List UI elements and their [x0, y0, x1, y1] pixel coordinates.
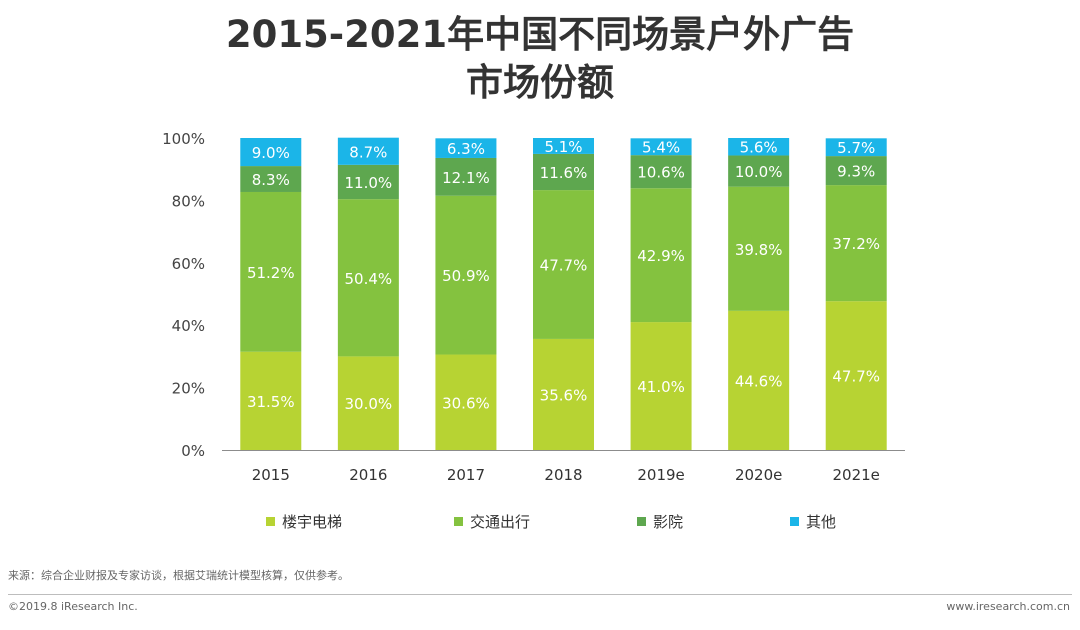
data-label: 9.3%: [837, 163, 875, 181]
x-tick-label: 2018: [544, 466, 582, 484]
bar-segment: [825, 301, 887, 450]
bar-segment: [728, 155, 790, 187]
bar-segment: [337, 356, 399, 450]
bar-segment: [240, 191, 302, 352]
x-tick-label: 2015: [252, 466, 290, 484]
data-label: 47.7%: [540, 257, 588, 275]
bar-segment: [728, 138, 790, 156]
bar-segment: [240, 351, 302, 450]
bar-segment: [533, 153, 594, 191]
y-tick-label: 60%: [172, 255, 205, 273]
legend-label: 影院: [653, 513, 683, 531]
x-tick-label: 2020e: [735, 466, 782, 484]
bar-segment: [728, 186, 790, 311]
data-label: 10.0%: [735, 163, 783, 181]
data-label: 6.3%: [447, 140, 485, 158]
data-label: 5.6%: [740, 139, 778, 157]
bar-segment: [337, 137, 399, 165]
stacked-bar-chart: 0% 20% 40% 60% 80% 100% 31.5% 51.2% 8.3% 9.0% 2015…: [162, 130, 905, 531]
website-link[interactable]: www.iresearch.com.cn: [946, 600, 1070, 613]
data-label: 51.2%: [247, 264, 295, 282]
data-label: 30.0%: [345, 395, 393, 413]
data-label: 50.4%: [345, 270, 393, 288]
data-label: 11.0%: [345, 174, 393, 192]
data-label: 11.6%: [540, 164, 588, 182]
data-label: 37.2%: [832, 235, 880, 253]
legend-label: 楼宇电梯: [282, 513, 342, 531]
bar-segment: [630, 188, 692, 323]
bar-segment: [825, 185, 887, 302]
data-label: 5.1%: [544, 138, 582, 156]
bar-segment: [435, 195, 497, 355]
copyright-text: ©2019.8 iResearch Inc.: [8, 600, 138, 613]
bar-segment: [240, 138, 302, 167]
data-label: 10.6%: [637, 164, 685, 182]
bar-segment: [630, 155, 692, 189]
y-tick-label: 0%: [181, 442, 205, 460]
bar-segment: [825, 138, 887, 157]
bar-segment: [435, 354, 497, 450]
chart-title-line-2: 市场份额: [466, 61, 614, 104]
source-note: 来源：综合企业财报及专家访谈，根据艾瑞统计模型核算，仅供参考。: [8, 569, 349, 582]
data-label: 8.7%: [349, 143, 387, 161]
x-tick-label: 2016: [349, 466, 387, 484]
legend-swatch: [637, 517, 646, 526]
bar-segment: [337, 164, 399, 200]
chart-title-line-1: 2015-2021年中国不同场景户外广告: [225, 13, 855, 56]
bar-segment: [728, 310, 790, 450]
bar-segment: [630, 322, 692, 450]
y-tick-label: 80%: [172, 192, 205, 210]
bar-segment: [337, 199, 399, 357]
x-tick-label: 2019e: [637, 466, 684, 484]
data-label: 9.0%: [252, 144, 290, 162]
data-label: 5.7%: [837, 139, 875, 157]
data-label: 41.0%: [637, 378, 685, 396]
bar-segment: [533, 338, 594, 450]
legend-label: 交通出行: [470, 513, 530, 531]
data-label: 8.3%: [252, 171, 290, 189]
bar-segment: [825, 156, 887, 186]
legend-swatch: [454, 517, 463, 526]
footer-divider: [8, 594, 1072, 595]
bar-segment: [630, 138, 692, 156]
data-label: 42.9%: [637, 247, 685, 265]
y-tick-label: 40%: [172, 317, 205, 335]
data-label: 5.4%: [642, 139, 680, 157]
x-tick-label: 2017: [447, 466, 485, 484]
bar-segment: [533, 138, 594, 154]
y-tick-label: 20%: [172, 380, 205, 398]
y-tick-label: 100%: [162, 130, 205, 148]
data-label: 35.6%: [540, 386, 588, 404]
bar-segment: [533, 190, 594, 339]
data-label: 12.1%: [442, 169, 490, 187]
data-label: 47.7%: [832, 368, 880, 386]
data-label: 44.6%: [735, 372, 783, 390]
data-label: 30.6%: [442, 394, 490, 412]
data-label: 50.9%: [442, 267, 490, 285]
data-label: 31.5%: [247, 393, 295, 411]
bar-segment: [435, 157, 497, 196]
legend-label: 其他: [806, 513, 836, 531]
data-label: 39.8%: [735, 241, 783, 259]
legend-swatch: [790, 517, 799, 526]
legend-swatch: [266, 517, 275, 526]
bar-segment: [240, 166, 302, 192]
x-tick-label: 2021e: [833, 466, 880, 484]
bar-segment: [435, 138, 497, 158]
